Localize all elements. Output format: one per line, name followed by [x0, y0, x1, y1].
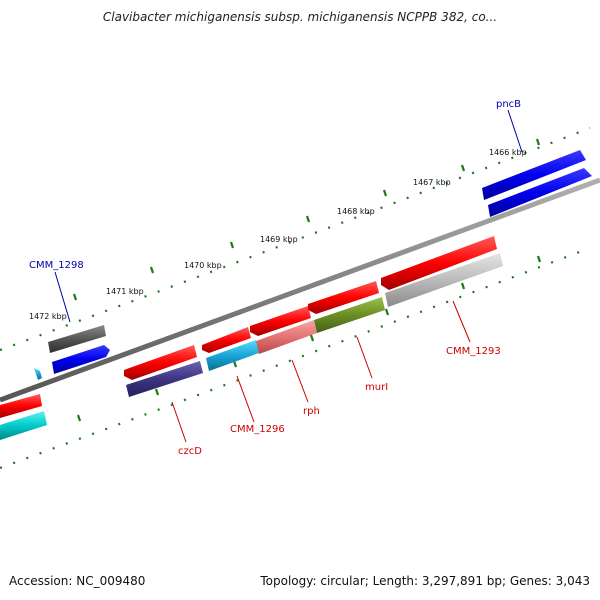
gene-red-right[interactable]	[381, 236, 497, 290]
gene-red-mid-1[interactable]	[202, 327, 251, 353]
tick-label-1472: 1472 kbp	[29, 312, 67, 321]
gene-label-cmm-1298[interactable]: CMM_1298	[29, 260, 84, 271]
tick-1467	[460, 164, 466, 172]
gene-label-czcd[interactable]: czcD	[178, 446, 202, 457]
topology-text: Topology: circular; Length: 3,297,891 bp…	[260, 574, 590, 588]
tick-1466	[535, 138, 541, 146]
accession-text: Accession: NC_009480	[9, 574, 146, 588]
leader-pncb	[507, 109, 523, 153]
gene-czcd[interactable]	[126, 361, 203, 397]
gene-label-cmm-1296[interactable]: CMM_1296	[230, 424, 285, 435]
tick-label-1467: 1467 kbp	[413, 178, 451, 187]
reverse-strand	[0, 236, 503, 440]
tick-1469	[305, 215, 311, 223]
gene-label-pncb[interactable]: pncB	[496, 99, 521, 110]
tick-label-1469: 1469 kbp	[260, 235, 298, 244]
leader-cmm-1296	[236, 375, 255, 423]
gene-label-muri[interactable]: murI	[365, 382, 388, 393]
gene-rph[interactable]	[256, 320, 317, 354]
label-leaders	[54, 109, 523, 443]
outer-tick-ring	[0, 126, 591, 352]
gene-red-mid-2[interactable]	[250, 306, 311, 336]
forward-strand	[34, 150, 592, 380]
inner-tick-ring	[0, 246, 591, 470]
tick-label-1468: 1468 kbp	[337, 207, 375, 216]
gene-label-cmm-1293[interactable]: CMM_1293	[446, 346, 501, 357]
tick-1471	[149, 266, 155, 274]
gene-forward-small-cyan[interactable]	[34, 368, 42, 380]
gene-pncb-1[interactable]	[482, 150, 586, 200]
tick-1472	[72, 293, 78, 301]
gene-red-mid-3[interactable]	[308, 281, 379, 314]
gene-label-rph[interactable]: rph	[303, 406, 320, 417]
gene-czcd-red[interactable]	[124, 345, 197, 380]
leader-czcd	[171, 401, 187, 443]
tick-label-1466: 1466 kbp	[489, 148, 527, 157]
gene-labels: pncB CMM_1298 czcD CMM_1296 rph murI CMM…	[29, 99, 521, 457]
tick-label-1471: 1471 kbp	[106, 287, 144, 296]
leader-cmm-1293	[452, 300, 471, 343]
gene-forward-gray[interactable]	[48, 325, 106, 353]
tick-1470	[229, 241, 235, 249]
gene-cmm-1298[interactable]	[52, 345, 110, 374]
tick-label-1470: 1470 kbp	[184, 261, 222, 270]
leader-rph	[291, 359, 309, 403]
gene-muri[interactable]	[314, 297, 385, 333]
gene-cmm-1296[interactable]	[206, 340, 259, 371]
gene-pncb-2[interactable]	[488, 168, 592, 217]
map-title: Clavibacter michiganensis subsp. michiga…	[102, 10, 498, 24]
genome-backbone	[0, 177, 600, 403]
gene-reverse-teal-left[interactable]	[0, 411, 47, 440]
gene-cmm-1293[interactable]	[385, 253, 503, 307]
tick-labels: 1466 kbp 1467 kbp 1468 kbp 1469 kbp 1470…	[29, 148, 527, 321]
leader-cmm-1298	[54, 271, 71, 323]
leader-muri	[356, 336, 373, 379]
tick-1468	[382, 189, 388, 197]
gene-reverse-red-left[interactable]	[0, 394, 42, 418]
